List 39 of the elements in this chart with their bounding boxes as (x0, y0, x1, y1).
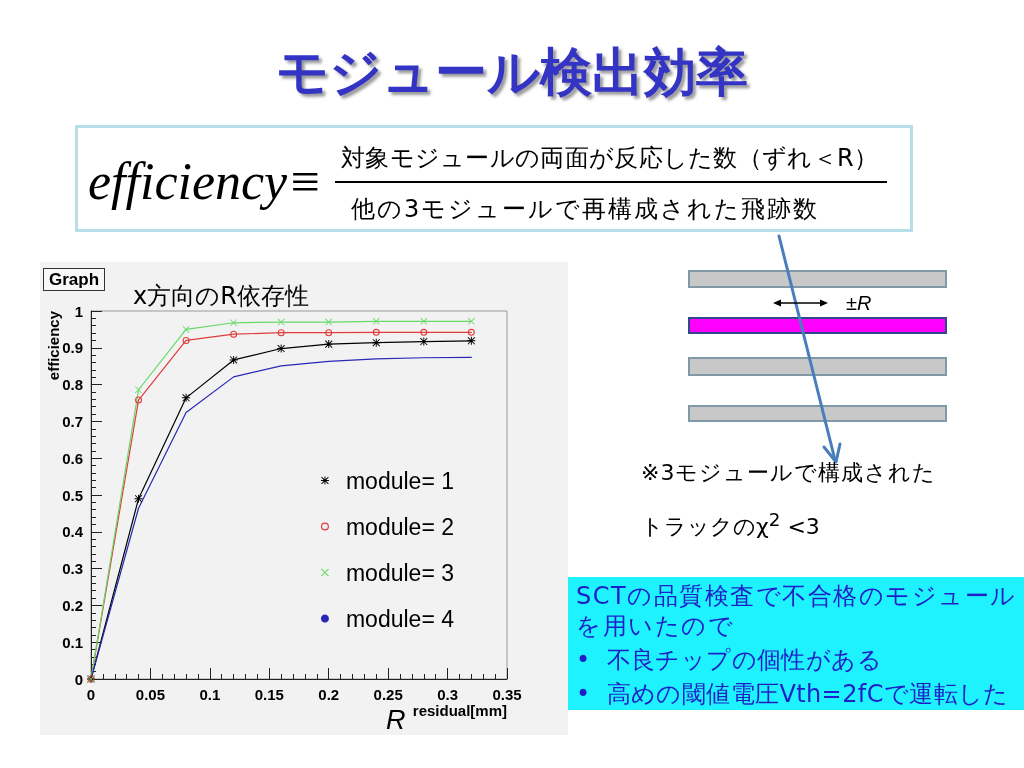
text: ±R (846, 290, 872, 316)
y-tick-label: 0.7 (62, 412, 83, 430)
y-tick-label: 0.8 (62, 376, 83, 394)
text: ※3モジュールで構成された (641, 459, 937, 487)
text: Graph (43, 267, 106, 291)
y-tick-label: 0.2 (62, 596, 83, 614)
y-tick-label: 1 (74, 302, 83, 320)
y-axis-title: efficiency (45, 310, 62, 381)
x-tick-label: 0.25 (373, 686, 403, 703)
text: R (386, 704, 406, 737)
chart-subtitle: x方向のR依存性 (133, 282, 309, 310)
text: 対象モジュールの両面が反応した数（ずれ＜R） (341, 143, 879, 173)
y-tick-label: 0.9 (62, 339, 83, 357)
chart-title: モジュール検出効率 (275, 41, 749, 104)
text: • 高めの閾値電圧Vth=2fCで運転した (576, 679, 1009, 709)
y-tick-label: 0.1 (62, 633, 83, 651)
y-tick-label: 0.4 (62, 523, 84, 541)
x-tick-label: 0 (86, 686, 96, 703)
x-tick-label: 0.3 (437, 686, 458, 703)
text: • 不良チップの個性がある (576, 645, 882, 675)
text: SCTの品質検査で不合格のモジュール (576, 581, 1017, 611)
legend-label: module= 4 (345, 605, 455, 632)
text: 他の3モジュールで再構成された飛跡数 (351, 194, 820, 224)
y-tick-label: 0 (74, 670, 83, 688)
legend-label: module= 1 (345, 467, 455, 494)
x-tick-label: 0.2 (318, 686, 340, 703)
text: を用いたので (576, 611, 734, 641)
x-tick-label: 0.1 (199, 686, 221, 703)
y-tick-label: 0.5 (62, 486, 83, 504)
x-axis-title: residual[mm] (412, 702, 507, 719)
x-tick-label: 0.05 (135, 686, 166, 703)
y-tick-label: 0.6 (62, 449, 83, 467)
y-tick-label: 0.3 (62, 560, 83, 578)
legend-label: module= 3 (345, 559, 455, 586)
text: トラックのχ$^{2}$ <3 (641, 508, 820, 542)
legend-label: module= 2 (345, 513, 455, 540)
x-tick-label: 0.35 (492, 686, 522, 703)
x-tick-label: 0.15 (254, 686, 284, 703)
text: efficiency≡ (88, 151, 323, 212)
